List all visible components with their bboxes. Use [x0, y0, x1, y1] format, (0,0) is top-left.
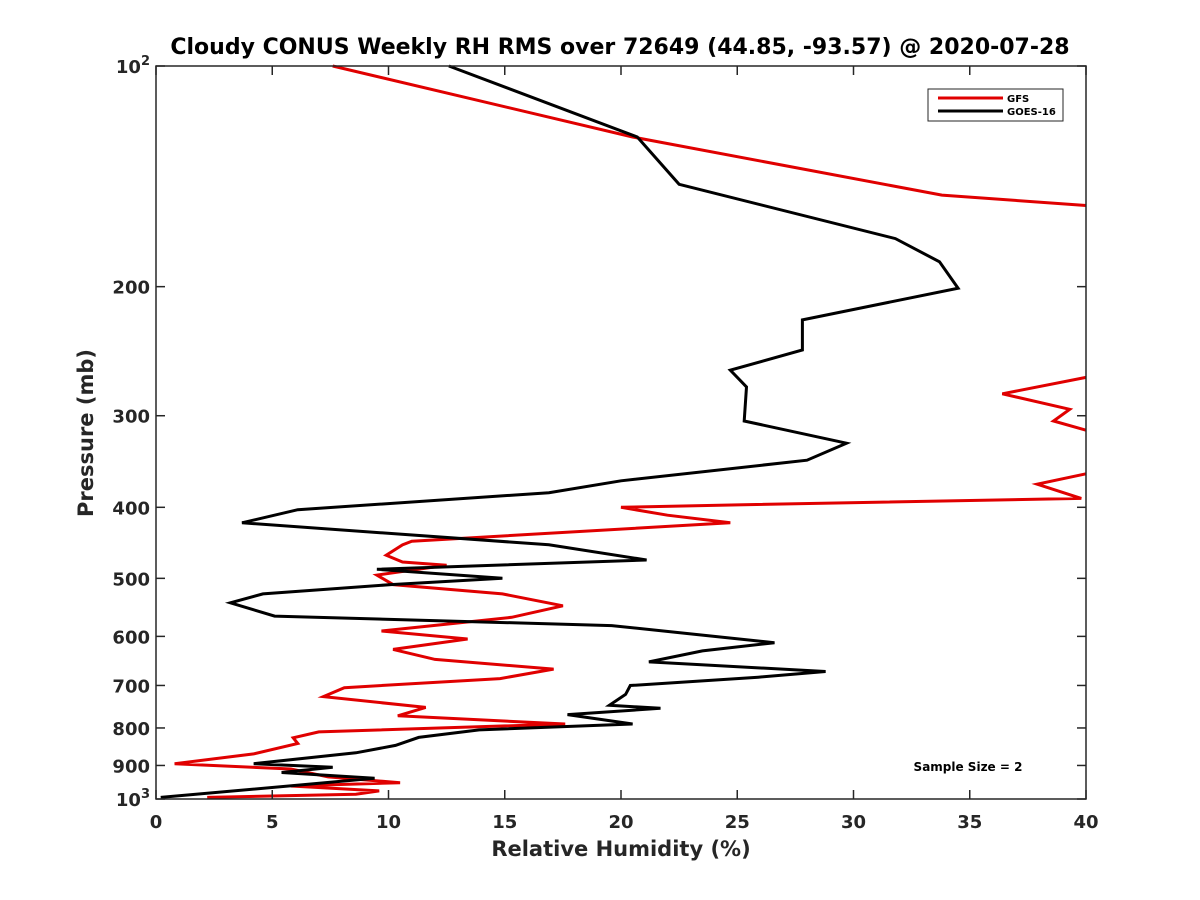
- x-tick-label: 20: [608, 812, 633, 833]
- y-axis-label: Pressure (mb): [74, 349, 98, 517]
- legend: GFS GOES-16: [927, 88, 1064, 122]
- x-tick-label: 10: [376, 812, 401, 833]
- x-tick-label: 35: [957, 812, 982, 833]
- y-tick-label: 103: [116, 787, 150, 811]
- y-tick-label: 500: [112, 569, 150, 590]
- x-tick-label: 40: [1073, 812, 1098, 833]
- series-line-gfs-2: [174, 472, 1087, 799]
- y-tick-label: 700: [112, 676, 150, 697]
- legend-entries: GFS GOES-16: [938, 94, 1056, 118]
- y-axis-ticks: 102 200 300 400 500 600 700 800 900 103: [112, 54, 1086, 811]
- plot-area: [155, 64, 1087, 800]
- x-axis-ticks: 0 5 10 15 20 25 30 35 40: [150, 66, 1099, 833]
- x-tick-label: 25: [725, 812, 750, 833]
- series-gfs: [174, 64, 1087, 799]
- y-tick-label: 400: [112, 498, 150, 519]
- series-layer: [160, 64, 1087, 799]
- y-tick-label: 300: [112, 407, 150, 428]
- legend-label-gfs: GFS: [1007, 94, 1029, 105]
- series-line-gfs-1: [1001, 375, 1087, 432]
- y-tick-label: 102: [116, 54, 150, 78]
- x-tick-label: 30: [841, 812, 866, 833]
- legend-box: [927, 88, 1064, 122]
- series-line-goes-16-0: [160, 64, 961, 799]
- y-tick-label: 200: [112, 278, 150, 299]
- x-tick-label: 5: [266, 812, 279, 833]
- sample-size-annotation: Sample Size = 2: [914, 760, 1023, 774]
- y-tick-label: 900: [112, 756, 150, 777]
- y-tick-label: 600: [112, 627, 150, 648]
- chart-title: Cloudy CONUS Weekly RH RMS over 72649 (4…: [170, 35, 1069, 60]
- x-tick-label: 15: [492, 812, 517, 833]
- series-line-gfs-0: [332, 64, 1087, 207]
- x-tick-label: 0: [150, 812, 163, 833]
- legend-label-goes-16: GOES-16: [1007, 107, 1056, 118]
- x-axis-label: Relative Humidity (%): [491, 837, 750, 861]
- y-tick-label: 800: [112, 719, 150, 740]
- series-goes-16: [160, 64, 961, 799]
